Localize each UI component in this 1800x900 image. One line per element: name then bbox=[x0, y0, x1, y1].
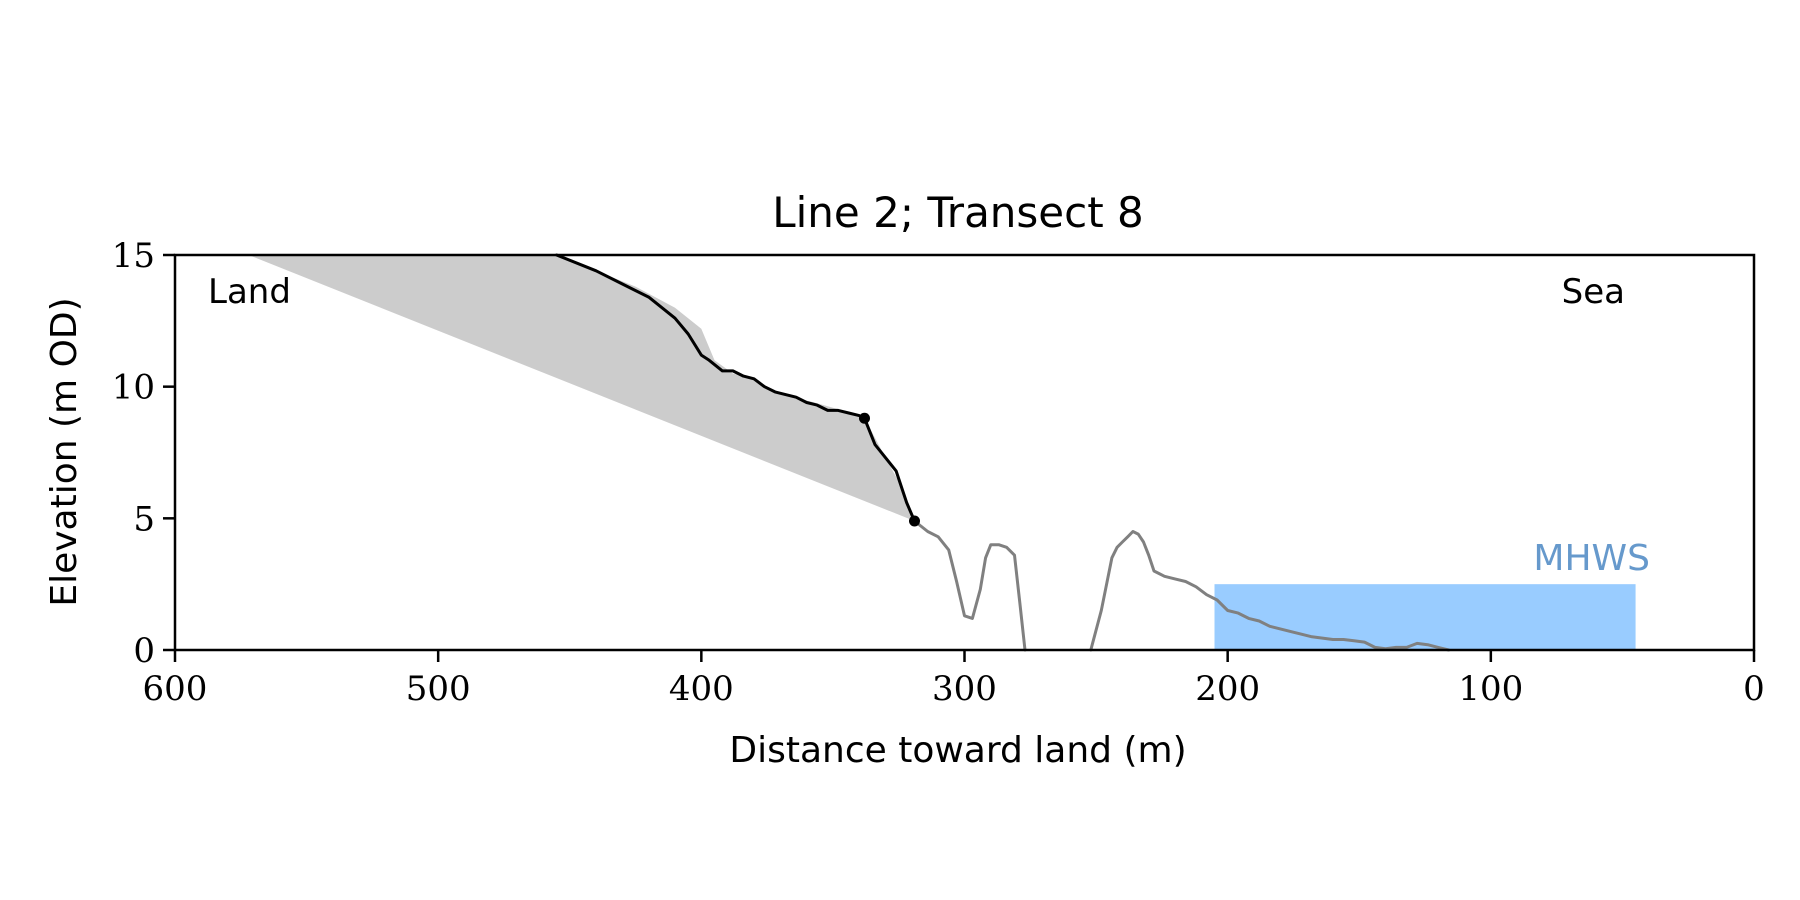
x-tick-label: 300 bbox=[932, 669, 997, 709]
x-tick-label: 600 bbox=[143, 669, 208, 709]
x-tick-label: 100 bbox=[1458, 669, 1523, 709]
y-tick-label: 10 bbox=[112, 368, 155, 408]
profile-line-2 bbox=[913, 519, 1027, 652]
cliff-area bbox=[248, 255, 915, 521]
y-axis-label: Elevation (m OD) bbox=[44, 297, 85, 606]
x-tick-label: 0 bbox=[1743, 669, 1765, 709]
y-tick-label: 0 bbox=[133, 631, 155, 671]
y-tick-label: 15 bbox=[112, 236, 155, 276]
land-annotation: Land bbox=[208, 272, 291, 312]
axis-ticks: 600 500 400 300 200 100 0 0 5 10 15 bbox=[112, 236, 1765, 709]
profile-line-1 bbox=[555, 253, 916, 523]
plot-area bbox=[248, 253, 1636, 652]
profile-line-3 bbox=[1089, 530, 1451, 652]
y-tick-label: 5 bbox=[133, 499, 155, 539]
x-axis-label: Distance toward land (m) bbox=[729, 730, 1186, 771]
x-tick-label: 200 bbox=[1195, 669, 1260, 709]
cliff-point-1 bbox=[858, 412, 870, 424]
chart-title: Line 2; Transect 8 bbox=[772, 188, 1144, 237]
cliff-point-2 bbox=[908, 515, 920, 527]
sea-annotation: Sea bbox=[1562, 272, 1625, 312]
x-tick-label: 400 bbox=[669, 669, 734, 709]
mhws-label: MHWS bbox=[1533, 538, 1650, 579]
x-tick-label: 500 bbox=[406, 669, 471, 709]
mhws-water bbox=[1214, 584, 1636, 650]
